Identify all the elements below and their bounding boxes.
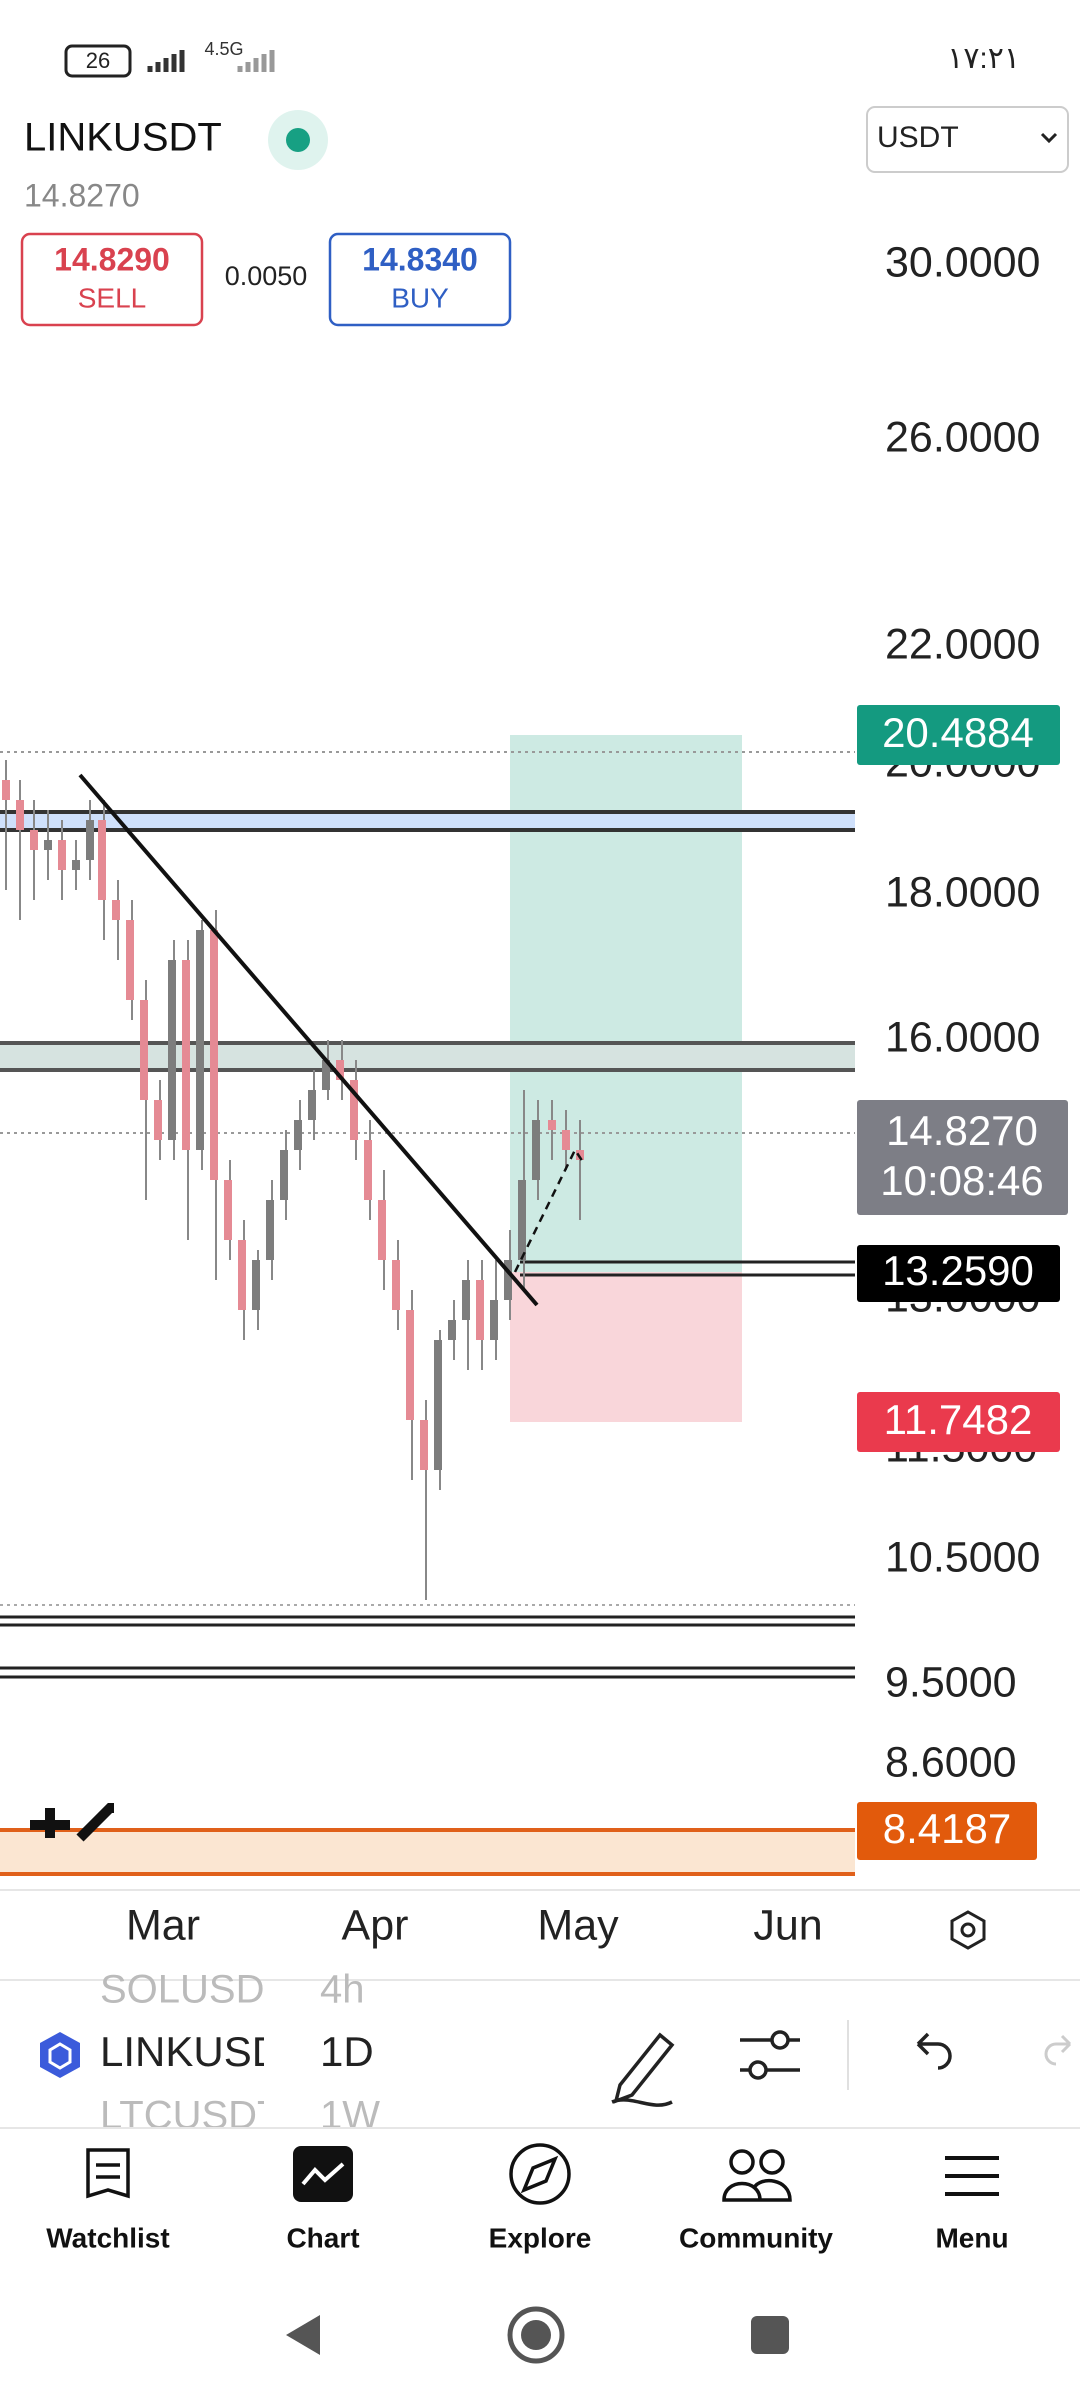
take-profit-price: 20.4884 (882, 709, 1034, 756)
price-label: 16.0000 (885, 1013, 1040, 1061)
stop-loss-tag (857, 1392, 1060, 1452)
zone-band (0, 1830, 855, 1874)
horizontal-line[interactable] (0, 1615, 855, 1679)
coin-icon-inner (48, 2042, 72, 2070)
entry-price: 13.2590 (882, 1247, 1034, 1294)
stop-loss-price: 11.7482 (884, 1396, 1033, 1443)
undo-button[interactable] (916, 2032, 952, 2070)
price-label: 10.5000 (885, 1533, 1040, 1581)
alert-price: 8.4187 (883, 1805, 1011, 1852)
price-label: 8.6000 (885, 1738, 1017, 1786)
zone-band (0, 812, 855, 830)
candle-wicks (5, 760, 581, 1600)
compass-needle (520, 2155, 559, 2194)
nav-item[interactable]: Community (679, 2222, 833, 2253)
chart-icon (293, 2146, 353, 2202)
price-label: 26.0000 (885, 413, 1040, 461)
network-type: 4.5G (204, 39, 243, 59)
dropdown-arrow (1040, 132, 1058, 144)
buy-button[interactable] (328, 232, 512, 327)
last-price: 14.8270 (24, 177, 140, 213)
projection-line[interactable] (513, 1147, 587, 1273)
community-icon (722, 2179, 792, 2202)
community-icon (729, 2149, 755, 2175)
nav-item[interactable]: Explore (489, 2222, 592, 2253)
menu-icon (945, 2156, 999, 2196)
time-label: Apr (342, 1901, 409, 1949)
logo (30, 1803, 114, 1842)
nav-item-active[interactable]: Chart (286, 2222, 359, 2253)
sell-button[interactable] (20, 232, 204, 327)
selected-interval[interactable]: 1D (320, 2028, 374, 2075)
price-label: 18.0000 (885, 868, 1040, 916)
symbol-name[interactable]: LINKUSDT (24, 116, 222, 160)
draw-tool-button[interactable] (611, 2032, 675, 2107)
selected-symbol[interactable]: LINKUSD (100, 2028, 282, 2075)
loss-zone[interactable] (510, 1272, 742, 1422)
price-label: 9.5000 (885, 1658, 1017, 1706)
take-profit-tag (857, 705, 1060, 765)
explore-icon (509, 2143, 571, 2205)
currency-select[interactable] (866, 106, 1069, 173)
zone-band (0, 1043, 855, 1070)
alert-tag (857, 1802, 1037, 1860)
candle-bodies-down (2, 780, 584, 1470)
horizontal-line[interactable] (0, 1828, 855, 1876)
nav-item[interactable]: Watchlist (46, 2222, 169, 2253)
entry-tag (857, 1245, 1060, 1302)
signal-icon (237, 50, 275, 72)
interval-option[interactable]: 1W (320, 2094, 380, 2138)
redo-button[interactable] (1044, 2034, 1072, 2066)
buy-label: BUY (391, 282, 449, 313)
price-label: 22.0000 (885, 620, 1040, 668)
nav-item[interactable]: Menu (935, 2222, 1008, 2253)
indicators-button[interactable] (740, 2038, 800, 2072)
symbol-option[interactable]: SOLUSD (100, 1968, 265, 2012)
candle-countdown: 10:08:46 (880, 1157, 1044, 1204)
time-label: May (537, 1901, 619, 1949)
horizontal-line[interactable] (0, 810, 855, 832)
slider-knob (770, 2030, 790, 2050)
time-label: Jun (753, 1901, 822, 1949)
time-label: Mar (126, 1901, 200, 1949)
candle-bodies-up (44, 820, 540, 1470)
trend-line[interactable] (78, 773, 539, 1307)
market-status (286, 128, 310, 152)
watchlist-icon (86, 2148, 130, 2199)
recents-button[interactable] (751, 2316, 789, 2354)
settings-button[interactable] (950, 1910, 986, 1950)
interval-option[interactable]: 4h (320, 1968, 365, 2012)
chart-icon-line (301, 2162, 345, 2186)
clock: ١٧:٢١ (947, 42, 1020, 75)
horizontal-line[interactable] (520, 1260, 855, 1277)
back-button[interactable] (286, 2315, 320, 2355)
settings-dot (960, 1922, 976, 1938)
spread: 0.0050 (225, 261, 308, 291)
current-price-tag (857, 1100, 1068, 1215)
current-price: 14.8270 (886, 1107, 1038, 1154)
symbol-option[interactable]: LTCUSDT (100, 2094, 281, 2138)
slider-knob (748, 2060, 768, 2080)
battery-icon (64, 44, 132, 78)
sell-price: 14.8290 (54, 241, 170, 277)
battery-level: 26 (86, 48, 110, 73)
buy-price: 14.8340 (362, 241, 478, 277)
community-icon (759, 2149, 785, 2175)
signal-icon (147, 50, 185, 72)
sell-label: SELL (78, 282, 147, 313)
home-button[interactable] (507, 2306, 565, 2364)
fade (264, 1982, 284, 2142)
coin-icon (40, 2032, 80, 2078)
price-label: 30.0000 (885, 238, 1040, 286)
home-button-dot (521, 2320, 551, 2350)
currency: USDT (877, 121, 959, 154)
